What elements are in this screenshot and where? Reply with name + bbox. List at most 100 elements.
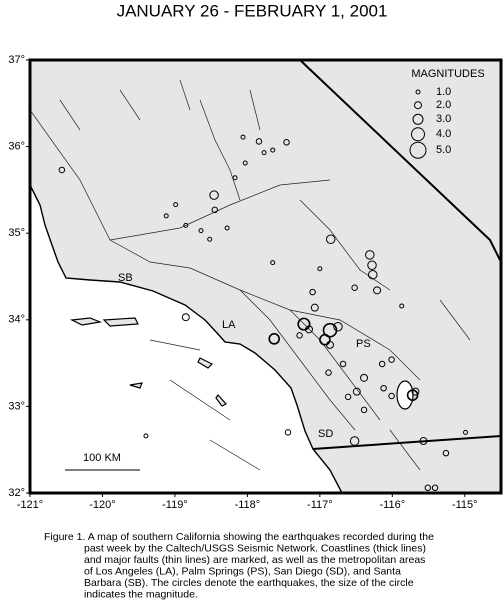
x-tick-label: -118° <box>235 499 261 511</box>
fault <box>59 79 261 131</box>
earthquake <box>58 166 66 174</box>
earthquake <box>232 175 238 181</box>
axes: -121° -120° -119° -118° -117° -116° -115° 32° 33… <box>8 54 477 511</box>
y-tick-label: 37° <box>8 54 25 66</box>
frame <box>28 58 503 495</box>
earthquake <box>143 433 149 439</box>
earthquake <box>349 436 360 446</box>
events <box>58 134 468 492</box>
earthquake <box>388 356 395 363</box>
earthquake <box>462 429 468 435</box>
earthquake <box>424 484 432 492</box>
earthquake <box>261 150 267 156</box>
earthquake <box>297 317 311 331</box>
place-label: SD <box>318 428 333 440</box>
place-label: LA <box>222 319 236 331</box>
earthquake <box>352 387 361 396</box>
earthquake <box>173 202 179 208</box>
x-tick-label: -121° <box>17 499 43 511</box>
earthquake <box>211 206 219 214</box>
legend-label: 4.0 <box>436 128 451 140</box>
earthquake <box>365 250 375 260</box>
legend-title: MAGNITUDES <box>411 68 484 80</box>
legend-symbol <box>411 127 425 142</box>
fault <box>149 299 471 471</box>
x-tick-label: -119° <box>162 499 188 511</box>
x-tick-label: -116° <box>380 499 406 511</box>
fault <box>109 179 331 241</box>
y-tick-label: 34° <box>8 314 25 326</box>
caption-line: past week by the Caltech/USGS Seismic Ne… <box>84 543 426 555</box>
earthquake <box>325 369 332 376</box>
earthquake <box>442 449 450 457</box>
earthquake <box>333 321 343 332</box>
earthquake <box>207 236 213 242</box>
title: JANUARY 26 - FEBRUARY 1, 2001 <box>117 1 388 20</box>
land <box>30 60 501 493</box>
earthquake <box>163 213 169 219</box>
earthquake <box>325 234 336 245</box>
earthquake <box>268 333 280 345</box>
fault <box>199 99 241 201</box>
earthquake <box>198 228 204 234</box>
earthquake <box>325 340 334 349</box>
earthquake <box>367 260 377 270</box>
earthquake <box>351 284 358 292</box>
earthquake <box>270 147 276 153</box>
earthquake <box>224 225 230 231</box>
terrain <box>29 59 502 494</box>
earthquake <box>181 313 190 322</box>
caption: Figure 1. A map of southern California s… <box>44 531 434 601</box>
islands <box>69 317 227 407</box>
x-tick-label: -117° <box>307 499 333 511</box>
earthquake <box>240 134 246 140</box>
earthquake <box>270 260 276 266</box>
y-tick-label: 36° <box>8 141 25 153</box>
earthquake <box>360 373 369 382</box>
salton-sea <box>396 380 414 410</box>
earthquake <box>411 387 420 396</box>
legend-label: 3.0 <box>436 113 451 125</box>
x-tick-label: -115° <box>452 499 478 511</box>
earthquake <box>419 437 428 446</box>
earthquake <box>399 303 405 309</box>
coastline <box>29 184 343 494</box>
y-tick-label: 32° <box>8 487 25 499</box>
place-label: SB <box>118 272 133 284</box>
mexico-border <box>312 435 502 450</box>
earthquake <box>255 138 263 145</box>
earthquake <box>296 332 303 339</box>
earthquake <box>284 429 292 436</box>
legend-label: 1.0 <box>436 86 451 98</box>
legend: 1.02.0 3.0 4.0 5.0 <box>409 86 451 159</box>
earthquake <box>380 384 387 392</box>
caption-line: indicates the magnitude. <box>84 589 198 601</box>
earthquake <box>304 325 313 334</box>
scale-label: 100 KM <box>83 452 121 464</box>
legend-symbol <box>412 113 424 125</box>
earthquake <box>283 139 290 146</box>
earthquake <box>317 266 323 272</box>
caption-line: and major faults (thin lines) are marked… <box>84 554 425 566</box>
fault <box>299 199 391 291</box>
y-tick-label: 35° <box>8 227 25 239</box>
earthquake <box>344 393 352 401</box>
state-border <box>299 59 502 263</box>
caption-line: of Los Angeles (LA), Palm Springs (PS), … <box>84 566 401 578</box>
earthquake <box>242 160 248 166</box>
earthquake <box>378 360 386 368</box>
y-tick-label: 33° <box>8 400 25 412</box>
legend-label: 5.0 <box>436 144 451 156</box>
earthquake <box>322 322 338 338</box>
earthquake <box>183 222 189 228</box>
fault <box>29 109 421 381</box>
earthquake <box>360 406 368 414</box>
earthquake <box>388 392 395 400</box>
earthquake <box>373 286 382 295</box>
fault <box>289 309 381 421</box>
caption-line: Barbara (SB). The circles denote the ear… <box>84 577 414 589</box>
caption-line: Figure 1. A map of southern California s… <box>44 531 434 543</box>
earthquake <box>309 288 316 296</box>
